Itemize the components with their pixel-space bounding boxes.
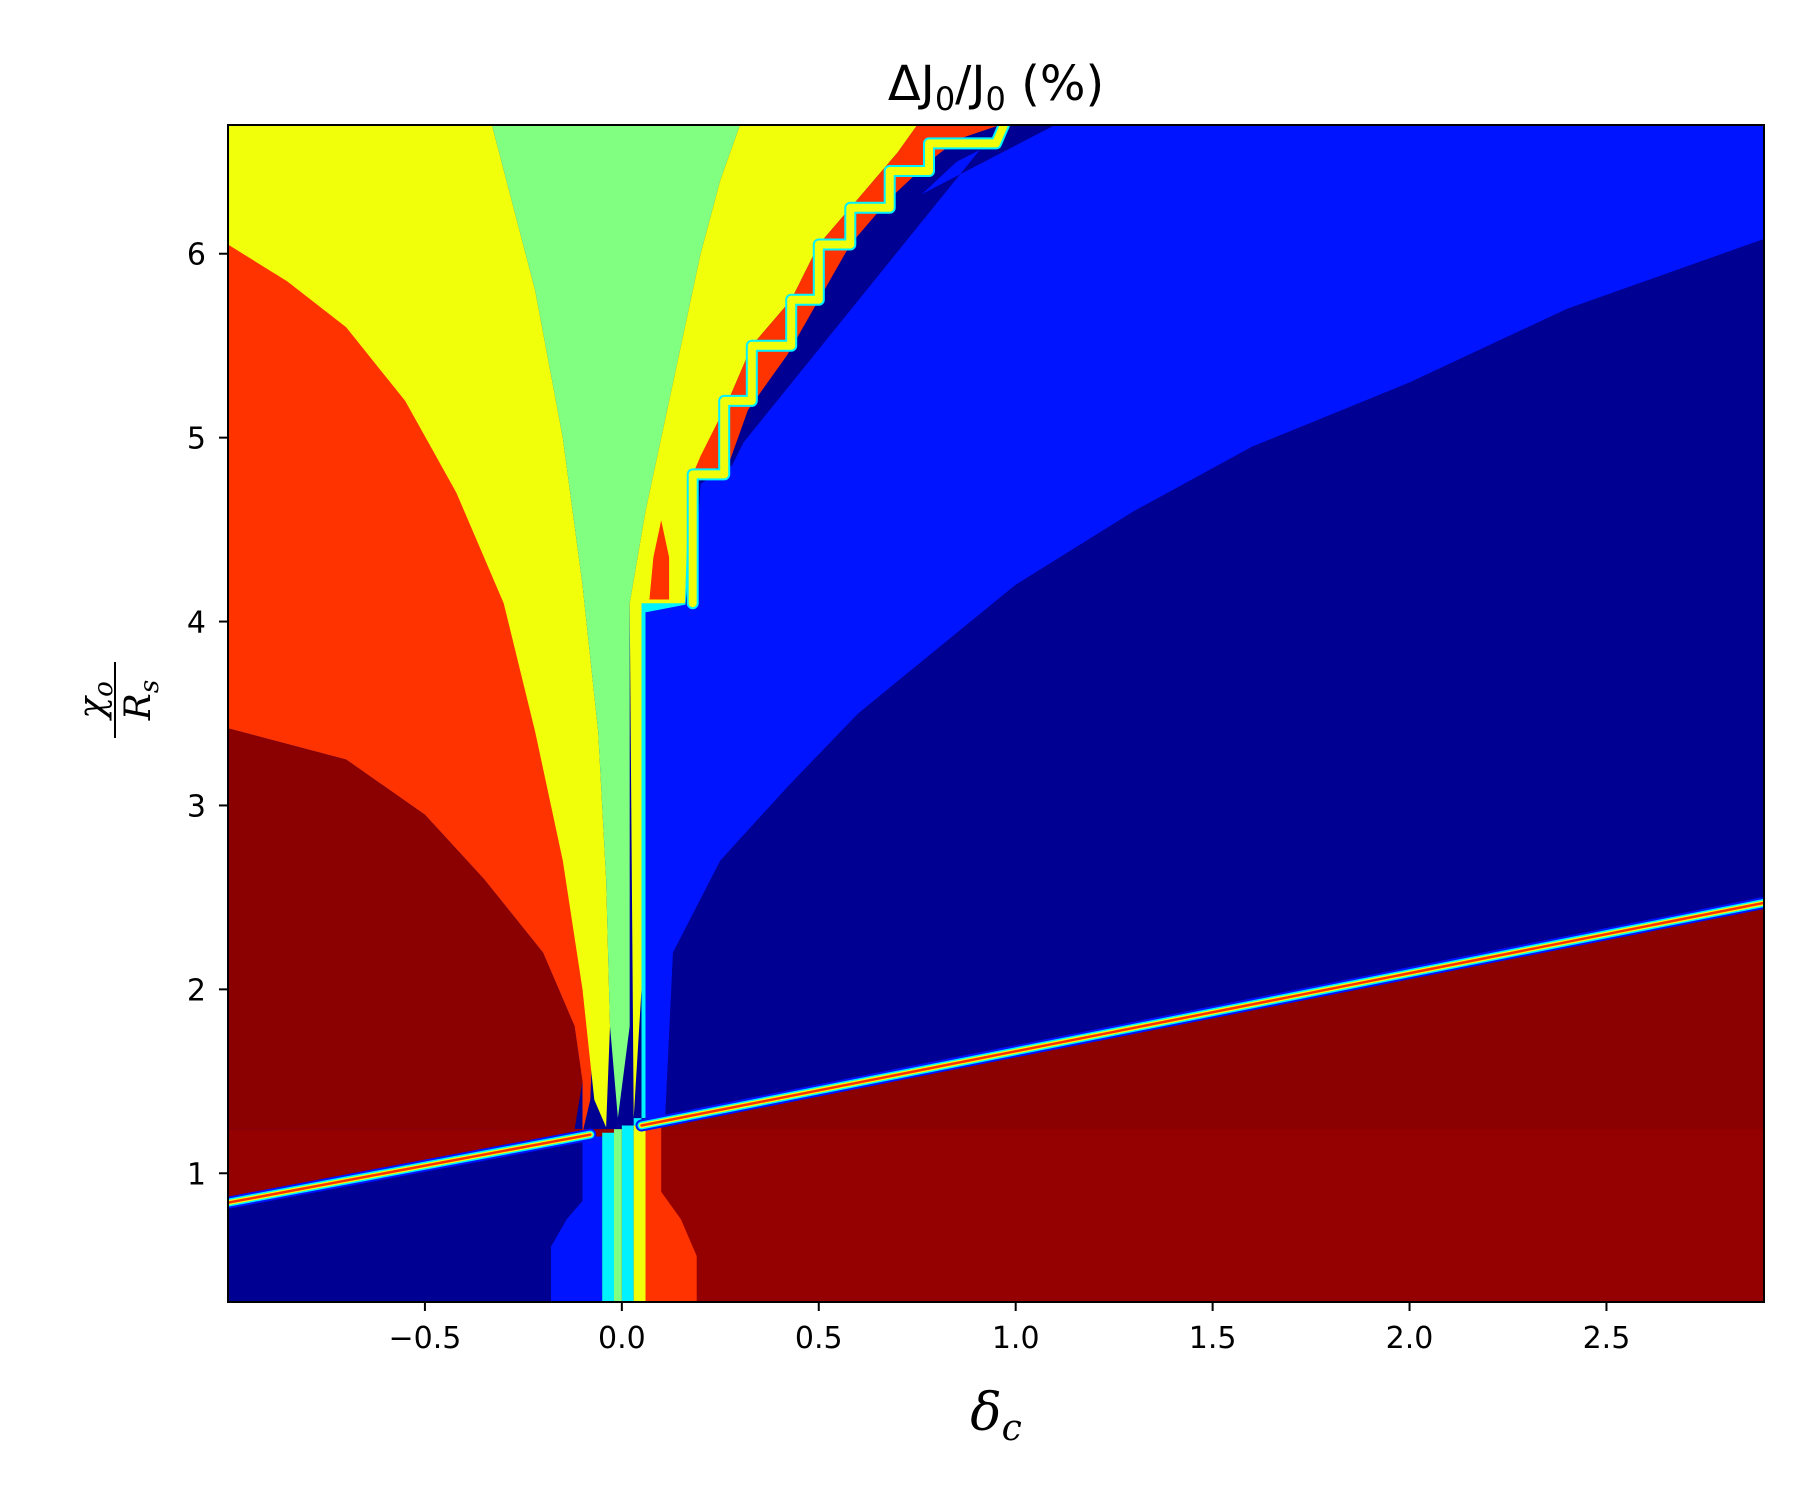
axes-frame	[227, 124, 1765, 1303]
contour-region-right-blue	[645, 125, 1764, 1119]
contour-lines	[228, 125, 1764, 1209]
contour-region-center-green	[491, 125, 740, 1119]
y-axis-label-numerator: χo	[72, 681, 119, 721]
x-tick-label: −0.5	[388, 1321, 461, 1356]
contour-region-dark-red-upper	[228, 728, 583, 1130]
x-tick-label: 0.0	[598, 1321, 646, 1356]
x-tick-label: 2.5	[1583, 1321, 1631, 1356]
contour-region-right-yellow	[629, 125, 918, 1119]
chart-title: ΔJ0/J0 (%)	[888, 56, 1104, 118]
contour-line-diagonal-discontinuity-right-red	[640, 901, 1764, 1127]
x-axis: −0.5 0.0 0.5 1.0 1.5 2.0 2.5	[388, 1302, 1630, 1356]
y-tick-label: 4	[187, 606, 206, 641]
contour-region-lower-yellow	[633, 1125, 646, 1302]
contour-region-lower-cyan	[602, 1132, 614, 1302]
y-tick-label: 1	[187, 1157, 206, 1192]
contour-region-left-red	[228, 143, 595, 1133]
x-axis-label: δc	[970, 1383, 1021, 1449]
contour-region-lower-left-navy	[228, 1136, 583, 1302]
contour-line-staircase-edge-yellow	[688, 125, 1008, 608]
y-axis-label-denominator: Rs	[118, 680, 165, 721]
plot-area	[228, 125, 1764, 1302]
contour-region-lower-green	[614, 1129, 622, 1302]
y-tick-label: 5	[187, 422, 206, 457]
x-tick-label: 1.0	[992, 1321, 1040, 1356]
contour-region-right-navy	[665, 239, 1764, 1119]
contour-region-lower-right-red	[645, 1125, 697, 1302]
x-tick-label: 1.5	[1189, 1321, 1237, 1356]
contour-line-diagonal-discontinuity-left-red	[228, 1133, 592, 1204]
x-tick-label: 0.5	[795, 1321, 843, 1356]
y-tick-label: 3	[187, 789, 206, 824]
y-axis-label: χo Rs	[72, 662, 165, 738]
x-tick-label: 2.0	[1386, 1321, 1434, 1356]
y-axis: 1 2 3 4 5 6	[187, 238, 228, 1192]
contour-region-small-red-spike	[649, 520, 670, 600]
contour-region-lower-left-blue	[551, 1136, 603, 1302]
contour-regions	[228, 125, 1764, 1302]
y-tick-label: 2	[187, 973, 206, 1008]
contour-region-left-yellow	[228, 125, 610, 1128]
y-tick-label: 6	[187, 238, 206, 273]
